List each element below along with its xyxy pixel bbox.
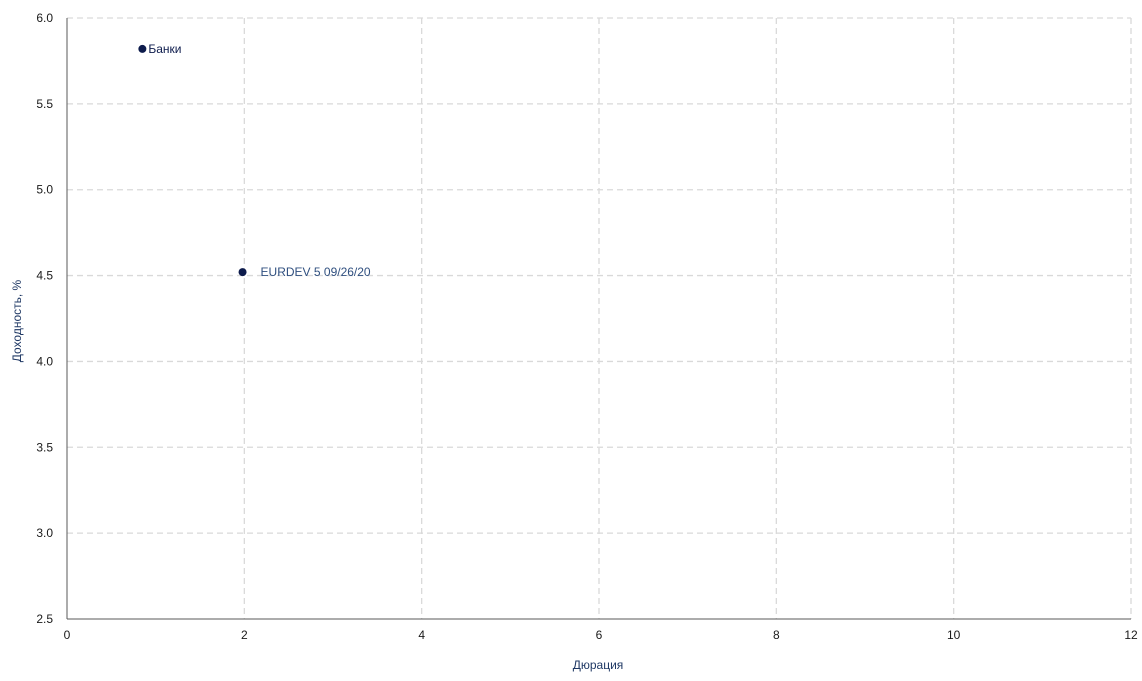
data-point-label: Банки [148,42,181,56]
tick-layer: 0 2 4 6 8 10 12 2.5 3.0 3.5 4.0 4.5 5.0 5.5 6.0 [36,11,1138,642]
x-tick-label: 10 [947,628,961,642]
axis-layer [66,18,1131,620]
y-tick-label: 4.0 [36,354,53,368]
y-tick-label: 3.5 [36,440,53,454]
data-point [238,268,247,277]
y-tick-label: 6.0 [36,11,53,25]
y-tick-label: 4.5 [36,269,53,283]
y-tick-label: 3.0 [36,526,53,540]
x-axis-title: Дюрация [573,658,624,672]
point-layer: Банки EURDEV 5 09/26/20 [138,42,371,279]
x-tick-label: 2 [241,628,248,642]
x-tick-label: 6 [596,628,603,642]
y-tick-label: 5.0 [36,183,53,197]
x-tick-label: 8 [773,628,780,642]
data-point-label: EURDEV 5 09/26/20 [261,265,371,279]
data-point [138,44,147,53]
grid-layer [67,17,1132,619]
x-tick-label: 12 [1124,628,1138,642]
x-tick-label: 0 [64,628,71,642]
x-tick-label: 4 [418,628,425,642]
y-axis-title: Доходность, % [10,279,24,362]
y-tick-label: 2.5 [36,612,53,626]
y-tick-label: 5.5 [36,97,53,111]
